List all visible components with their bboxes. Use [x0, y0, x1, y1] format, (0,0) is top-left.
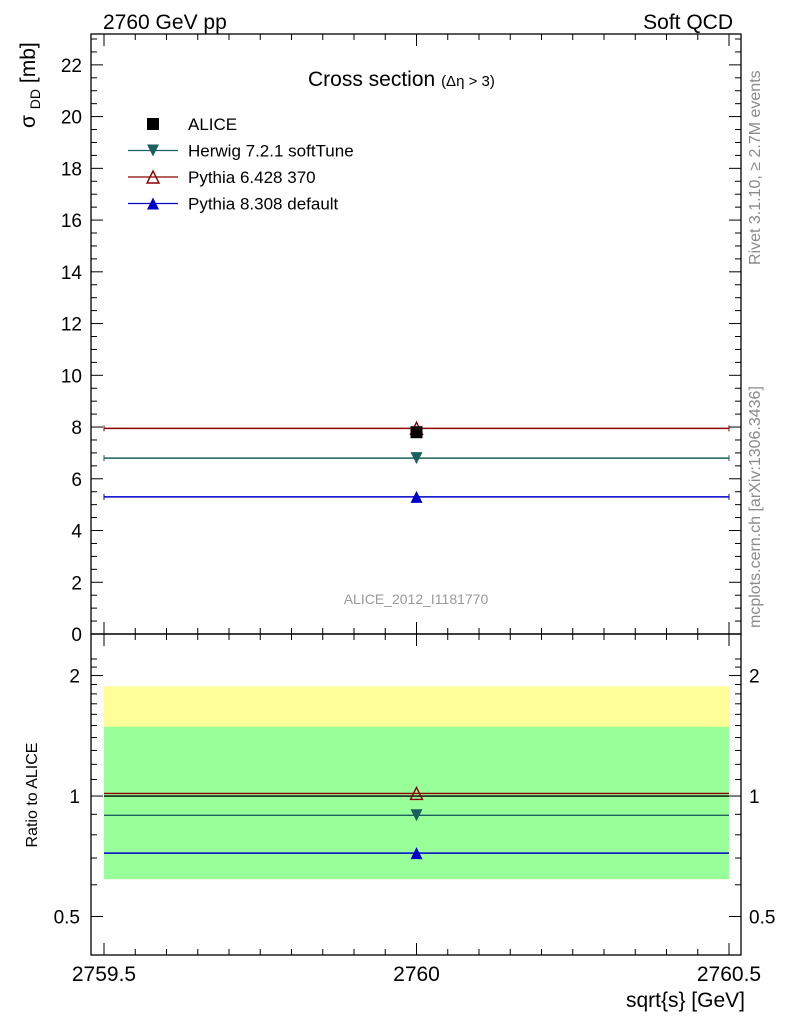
side-label-rivet: Rivet 3.1.10, ≥ 2.7M events: [747, 70, 764, 265]
data-point-alice: [410, 426, 423, 439]
main-y-axis-label: σ DD [mb]: [17, 42, 45, 128]
ratio-y-tick-label-left: 0.5: [54, 908, 80, 929]
legend-marker-pythia-6-428-370: [145, 169, 161, 184]
main-title-suffix: (Δη > 3): [441, 73, 495, 90]
analysis-watermark: ALICE_2012_I1181770: [344, 591, 489, 607]
main-y-tick-label: 2: [71, 573, 82, 594]
main-data-marks: [103, 420, 730, 503]
ratio-axes: 0.5 0.5 1 1 2 2 2759.5 2760 2760.5: [54, 633, 775, 986]
legend-entry-alice: ALICE: [188, 115, 237, 134]
x-tick-label: 2760: [393, 963, 440, 986]
ratio-point-herwig-7-2-1-softtune: [410, 809, 423, 822]
side-label-mcplots: mcplots.cern.ch [arXiv:1306.3436]: [747, 386, 764, 628]
ratio-panel: 0.5 0.5 1 1 2 2 2759.5 2760 2760.5 Ratio to ALIC…: [24, 633, 775, 1012]
header-right: Soft QCD: [643, 11, 733, 34]
main-y-tick-label: 12: [61, 315, 82, 336]
x-axis-label: sqrt{s} [GeV]: [626, 989, 745, 1012]
main-y-axis-label-unit: [mb]: [17, 42, 40, 83]
legend-entry-pythia-6-428-370: Pythia 6.428 370: [188, 168, 316, 187]
ratio-y-tick-label-right: 1: [749, 787, 760, 808]
main-y-axis-label-subscript: DD: [27, 89, 43, 109]
main-y-tick-label: 18: [61, 159, 82, 180]
legend-entry-pythia-8-308-default: Pythia 8.308 default: [188, 195, 339, 214]
main-y-tick-label: 8: [71, 418, 82, 439]
main-title: Cross section (Δη > 3): [308, 68, 495, 91]
main-title-text: Cross section: [308, 68, 435, 91]
main-y-tick-label: 20: [61, 108, 82, 129]
x-tick-label: 2760.5: [697, 963, 761, 986]
main-y-tick-label: 4: [71, 522, 82, 543]
main-panel: Cross section (Δη > 3) σ DD [mb] ALICE_2…: [17, 33, 742, 646]
main-y-tick-label: 0: [71, 625, 82, 646]
main-y-tick-label: 10: [61, 366, 82, 387]
ratio-data-marks: [104, 785, 729, 860]
ratio-y-axis-label: Ratio to ALICE: [24, 743, 41, 848]
data-point-pythia-8-308-default: [410, 490, 423, 503]
ratio-point-pythia-6-428-370: [409, 785, 424, 801]
legend-marker-pythia-8-308-default: [147, 197, 159, 210]
main-axes: 0 2 4 6 8 10 12 14 16 18 20 22: [61, 33, 742, 646]
main-y-tick-label: 16: [61, 211, 82, 232]
legend-marker-herwig-7-2-1-softtune: [147, 144, 159, 157]
main-y-axis-label-symbol: σ: [17, 115, 40, 128]
ratio-y-tick-label-left: 2: [69, 667, 80, 688]
main-y-tick-label: 6: [71, 470, 82, 491]
main-y-tick-label: 14: [61, 263, 83, 284]
legend-entry-herwig-7-2-1-softtune: Herwig 7.2.1 softTune: [188, 142, 354, 161]
main-y-tick-label: 22: [61, 56, 82, 77]
ratio-y-tick-label-right: 0.5: [749, 908, 775, 929]
ratio-point-pythia-8-308-default: [410, 847, 423, 860]
ratio-y-tick-label-right: 2: [749, 667, 760, 688]
data-point-herwig-7-2-1-softtune: [410, 452, 423, 465]
legend-marker-alice: [147, 118, 159, 130]
x-tick-label: 2759.5: [72, 963, 136, 986]
ratio-y-tick-label-left: 1: [69, 787, 80, 808]
legend: ALICE Herwig 7.2.1 softTune Pythia 6.428 3…: [128, 115, 354, 214]
header-left: 2760 GeV pp: [103, 11, 227, 34]
